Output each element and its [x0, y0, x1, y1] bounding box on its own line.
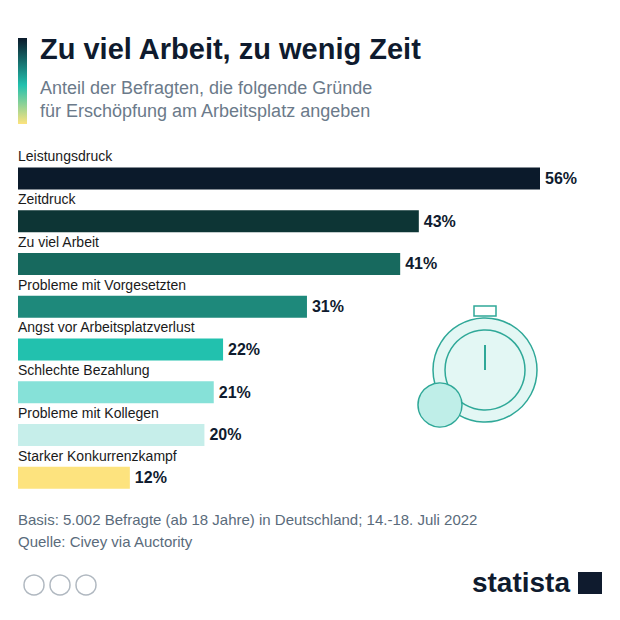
svg-text:Leistungsdruck: Leistungsdruck: [18, 148, 113, 164]
svg-text:Zu viel Arbeit, zu wenig Zeit: Zu viel Arbeit, zu wenig Zeit: [40, 33, 421, 65]
svg-text:Angst vor Arbeitsplatzverlust: Angst vor Arbeitsplatzverlust: [18, 319, 195, 335]
svg-text:Probleme mit Kollegen: Probleme mit Kollegen: [18, 405, 159, 421]
svg-text:12%: 12%: [135, 469, 167, 486]
svg-text:Zu viel Arbeit: Zu viel Arbeit: [18, 234, 99, 250]
svg-text:31%: 31%: [312, 298, 344, 315]
svg-text:21%: 21%: [219, 384, 251, 401]
svg-text:Basis: 5.002 Befragte (ab 18 J: Basis: 5.002 Befragte (ab 18 Jahre) in D…: [18, 511, 477, 528]
svg-text:41%: 41%: [405, 255, 437, 272]
svg-text:für Erschöpfung am Arbeitsplat: für Erschöpfung am Arbeitsplatz angeben: [40, 101, 370, 121]
svg-text:Quelle: Civey via Auctority: Quelle: Civey via Auctority: [18, 533, 193, 550]
svg-text:statista: statista: [472, 567, 570, 598]
svg-text:20%: 20%: [209, 426, 241, 443]
svg-text:Zeitdruck: Zeitdruck: [18, 191, 77, 207]
svg-text:Anteil der Befragten, die folg: Anteil der Befragten, die folgende Gründ…: [40, 78, 372, 98]
svg-text:56%: 56%: [545, 170, 577, 187]
svg-text:Probleme mit Vorgesetzten: Probleme mit Vorgesetzten: [18, 277, 186, 293]
svg-text:43%: 43%: [424, 213, 456, 230]
svg-text:22%: 22%: [228, 341, 260, 358]
svg-text:Schlechte Bezahlung: Schlechte Bezahlung: [18, 362, 150, 378]
svg-text:Starker Konkurrenzkampf: Starker Konkurrenzkampf: [18, 448, 177, 464]
